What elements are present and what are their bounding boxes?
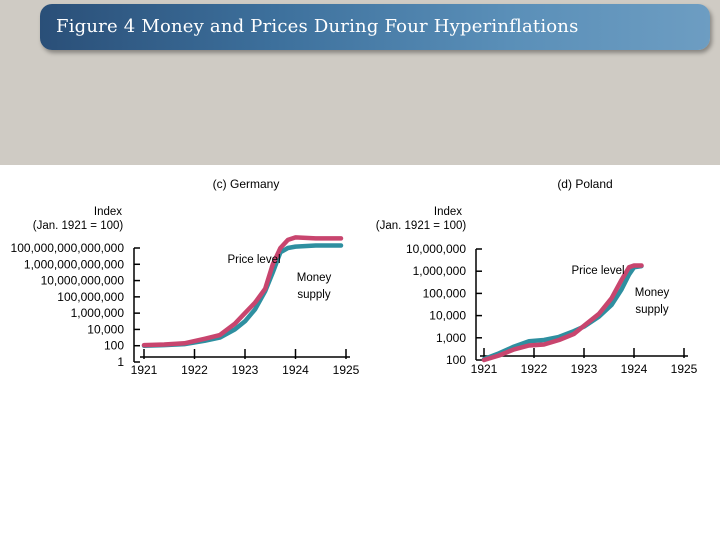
poland-tick-labels: 100 1,000 10,000 100,000 1,000,000 10,000,000…	[406, 242, 698, 376]
g-xtick-label: 1922	[181, 363, 208, 377]
poland-ylabel-line2: (Jan. 1921 = 100)	[376, 220, 467, 232]
p-ytick-label: 100	[446, 353, 466, 367]
germany-price-level-label: Price level	[227, 254, 280, 266]
p-price-level-line	[481, 263, 644, 363]
g-xtick-label: 1925	[333, 363, 360, 377]
g-ytick-label: 1	[117, 355, 124, 369]
g-xtick-label: 1921	[131, 363, 158, 377]
poland-chart: (d) Poland Index (Jan. 1921 = 100) 100 1,…	[376, 177, 698, 376]
g-ytick-label: 1,000,000,000,000	[24, 257, 124, 271]
germany-ylabel-line1: Index	[94, 206, 122, 218]
title-banner: Figure 4 Money and Prices During Four Hy…	[40, 4, 710, 50]
g-xtick-label: 1924	[282, 363, 309, 377]
poland-ylabel-line1: Index	[434, 206, 462, 218]
germany-axes	[133, 247, 350, 363]
g-price-level-line	[141, 235, 344, 348]
p-xtick-label: 1922	[521, 362, 548, 376]
g-ytick-label: 100,000,000,000,000	[11, 241, 125, 255]
p-money-supply-line	[481, 263, 644, 362]
germany-tick-labels: 1 100 10,000 1,000,000 100,000,000 10,000,000…	[11, 241, 360, 377]
p-xtick-label: 1924	[621, 362, 648, 376]
germany-series	[141, 235, 344, 348]
poland-price-level-label: Price level	[571, 265, 624, 277]
poland-title: (d) Poland	[557, 177, 612, 191]
p-xtick-label: 1923	[571, 362, 598, 376]
figure-title: Figure 4 Money and Prices During Four Hy…	[56, 16, 579, 37]
g-ytick-label: 100,000,000	[57, 290, 124, 304]
p-ytick-label: 10,000	[429, 309, 466, 323]
chart-panel: (c) Germany Index (Jan. 1921 = 100) 1 100…	[0, 165, 720, 540]
g-ytick-label: 10,000	[87, 322, 124, 336]
p-ytick-label: 10,000,000	[406, 242, 466, 256]
poland-axes	[475, 248, 688, 361]
poland-money-label-line1: Money	[635, 287, 670, 299]
germany-money-label-line1: Money	[297, 272, 332, 284]
p-ytick-label: 100,000	[423, 286, 467, 300]
p-xtick-label: 1925	[671, 362, 698, 376]
g-ytick-label: 10,000,000,000	[41, 274, 125, 288]
g-xtick-label: 1923	[232, 363, 259, 377]
charts-canvas: (c) Germany Index (Jan. 1921 = 100) 1 100…	[11, 177, 698, 377]
germany-ylabel-line2: (Jan. 1921 = 100)	[33, 220, 124, 232]
germany-money-label-line2: supply	[297, 289, 330, 301]
poland-series	[481, 263, 644, 363]
p-xtick-label: 1921	[471, 362, 498, 376]
p-ytick-label: 1,000,000	[413, 264, 467, 278]
p-ytick-label: 1,000	[436, 331, 466, 345]
g-ytick-label: 100	[104, 339, 124, 353]
germany-title: (c) Germany	[213, 177, 280, 191]
g-ytick-label: 1,000,000	[71, 306, 125, 320]
poland-money-label-line2: supply	[635, 304, 668, 316]
germany-chart: (c) Germany Index (Jan. 1921 = 100) 1 100…	[11, 177, 360, 377]
copyright-notice: Copyright © 2004 South-Western	[524, 530, 628, 537]
